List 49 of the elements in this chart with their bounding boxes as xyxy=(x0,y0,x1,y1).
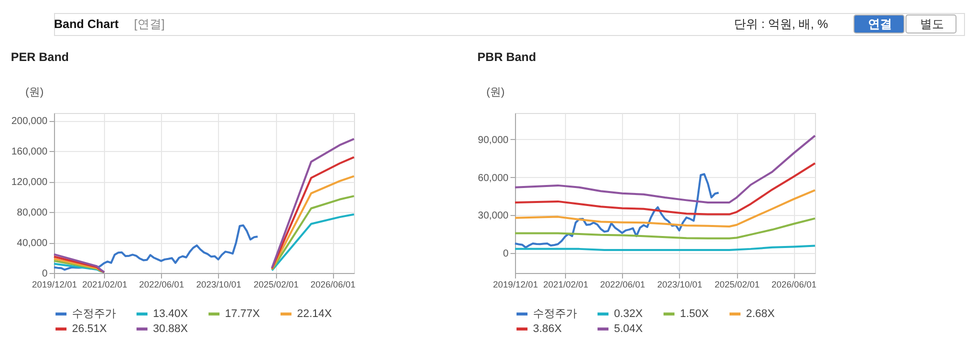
y-tick-label: 0 xyxy=(42,268,48,280)
line-series xyxy=(514,134,816,204)
line-series xyxy=(514,217,816,240)
y-axis-title: (원) xyxy=(25,86,44,98)
x-tick-label: 2019/12/01 xyxy=(492,280,538,290)
legend-label: 5.04X xyxy=(614,323,644,335)
x-tick-label: 2025/02/01 xyxy=(254,280,299,290)
legend-label: 1.50X xyxy=(680,308,710,320)
legend-label: 30.88X xyxy=(153,323,189,335)
y-tick-label: 80,000 xyxy=(16,208,48,219)
text: 별도 xyxy=(920,17,944,31)
line-series xyxy=(514,173,720,248)
x-tick-label: 2022/06/01 xyxy=(600,280,646,290)
text: 연결 xyxy=(868,17,892,31)
legend-label: 13.40X xyxy=(153,308,189,320)
legend-label: 26.51X xyxy=(72,323,108,335)
y-tick-label: 40,000 xyxy=(16,238,48,250)
line-series xyxy=(514,189,816,228)
legend-label: 수정주가 xyxy=(72,308,116,320)
legend-label: 22.14X xyxy=(297,308,333,320)
legend-label: 수정주가 xyxy=(533,308,577,320)
chart-title: PBR Band xyxy=(477,50,536,64)
x-tick-label: 2021/02/01 xyxy=(543,280,588,290)
x-tick-label: 2023/10/01 xyxy=(657,280,702,290)
y-tick-label: 90,000 xyxy=(478,134,509,146)
text: Band Chart xyxy=(54,17,119,31)
y-tick-label: 60,000 xyxy=(478,172,509,184)
x-tick-label: 2025/02/01 xyxy=(714,280,760,290)
line-series xyxy=(514,162,816,216)
line-series xyxy=(53,224,259,271)
y-tick-label: 0 xyxy=(502,248,509,260)
legend-label: 0.32X xyxy=(614,308,644,320)
y-tick-label: 30,000 xyxy=(478,210,509,222)
text: 단위 : 억원, 배, % xyxy=(734,17,828,31)
chart-title: PER Band xyxy=(10,50,69,64)
y-tick-label: 120,000 xyxy=(11,177,48,188)
legend-label: 2.68X xyxy=(746,308,776,320)
y-tick-label: 200,000 xyxy=(11,116,48,128)
text: [연결] xyxy=(134,17,165,31)
y-axis-title: (원) xyxy=(486,86,505,98)
x-tick-label: 2019/12/01 xyxy=(32,280,78,290)
y-tick-label: 160,000 xyxy=(11,146,48,158)
x-tick-label: 2022/06/01 xyxy=(139,280,184,290)
x-tick-label: 2026/06/01 xyxy=(772,280,817,290)
x-tick-label: 2021/02/01 xyxy=(82,280,128,290)
x-tick-label: 2026/06/01 xyxy=(310,280,356,290)
legend-label: 3.86X xyxy=(533,323,562,335)
legend-label: 17.77X xyxy=(225,308,261,320)
x-tick-label: 2023/10/01 xyxy=(196,280,242,290)
